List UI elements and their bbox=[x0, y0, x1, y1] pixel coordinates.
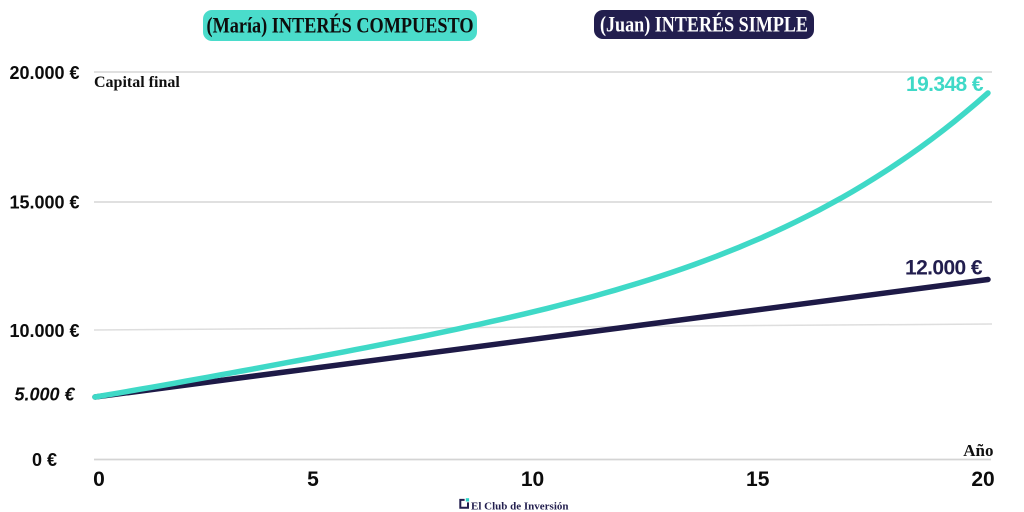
svg-text:20: 20 bbox=[971, 468, 994, 491]
svg-text:(María) INTERÉS COMPUESTO: (María) INTERÉS COMPUESTO bbox=[207, 13, 474, 38]
svg-text:20.000 €: 20.000 € bbox=[9, 63, 79, 83]
svg-text:10: 10 bbox=[521, 468, 544, 491]
svg-text:10.000 €: 10.000 € bbox=[9, 321, 79, 341]
svg-text:5: 5 bbox=[307, 468, 319, 491]
svg-text:0 €: 0 € bbox=[32, 450, 57, 470]
svg-text:El Club de Inversión: El Club de Inversión bbox=[471, 500, 569, 512]
svg-text:0: 0 bbox=[93, 468, 105, 491]
svg-text:5.000 €: 5.000 € bbox=[14, 385, 75, 405]
svg-text:15.000 €: 15.000 € bbox=[9, 193, 79, 213]
svg-text:Capital final: Capital final bbox=[94, 74, 180, 91]
svg-text:(Juan) INTERÉS SIMPLE: (Juan) INTERÉS SIMPLE bbox=[600, 12, 808, 37]
svg-text:15: 15 bbox=[746, 468, 770, 491]
svg-text:12.000 €: 12.000 € bbox=[905, 257, 983, 280]
svg-text:19.348 €: 19.348 € bbox=[906, 73, 984, 96]
svg-text:Año: Año bbox=[963, 441, 993, 460]
